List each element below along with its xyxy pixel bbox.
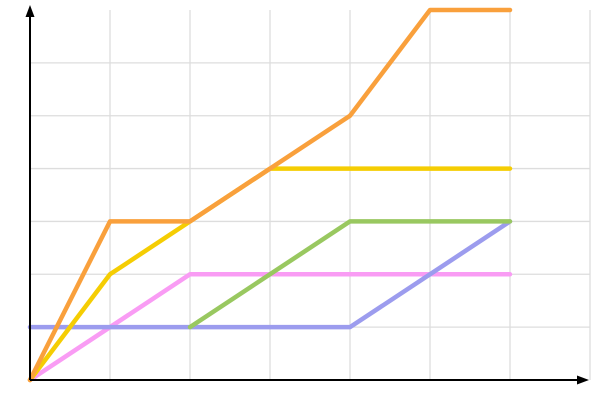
green-line	[187, 219, 513, 330]
periwinkle-line	[27, 219, 513, 330]
x-axis-arrow-icon	[577, 375, 589, 385]
violet-line	[27, 272, 513, 383]
y-axis-arrow-icon	[25, 5, 35, 17]
orange-line	[27, 7, 513, 383]
